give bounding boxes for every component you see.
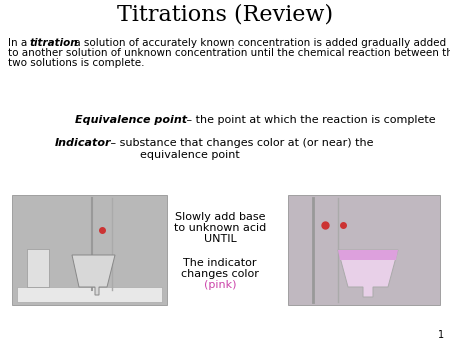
Text: titration: titration	[30, 38, 79, 48]
FancyBboxPatch shape	[288, 195, 440, 305]
FancyBboxPatch shape	[12, 195, 167, 305]
Text: 1: 1	[438, 330, 444, 338]
FancyBboxPatch shape	[17, 287, 162, 302]
Text: Titrations (Review): Titrations (Review)	[117, 4, 333, 26]
Text: UNTIL: UNTIL	[203, 234, 236, 244]
Text: a solution of accurately known concentration is added gradually added: a solution of accurately known concentra…	[71, 38, 446, 48]
Text: In a: In a	[8, 38, 31, 48]
Polygon shape	[72, 255, 115, 295]
Text: – substance that changes color at (or near) the: – substance that changes color at (or ne…	[107, 138, 374, 148]
Text: equivalence point: equivalence point	[140, 150, 240, 160]
FancyBboxPatch shape	[27, 249, 49, 287]
Text: Slowly add base: Slowly add base	[175, 212, 265, 222]
Text: Indicator: Indicator	[55, 138, 112, 148]
Text: The indicator: The indicator	[183, 258, 257, 268]
Polygon shape	[338, 250, 398, 297]
Polygon shape	[338, 250, 398, 260]
Text: changes color: changes color	[181, 269, 259, 279]
Text: Equivalence point: Equivalence point	[75, 115, 187, 125]
Text: to unknown acid: to unknown acid	[174, 223, 266, 233]
Text: two solutions is complete.: two solutions is complete.	[8, 58, 144, 68]
Text: (pink): (pink)	[204, 280, 236, 290]
Text: to another solution of unknown concentration until the chemical reaction between: to another solution of unknown concentra…	[8, 48, 450, 58]
Text: – the point at which the reaction is complete: – the point at which the reaction is com…	[183, 115, 436, 125]
